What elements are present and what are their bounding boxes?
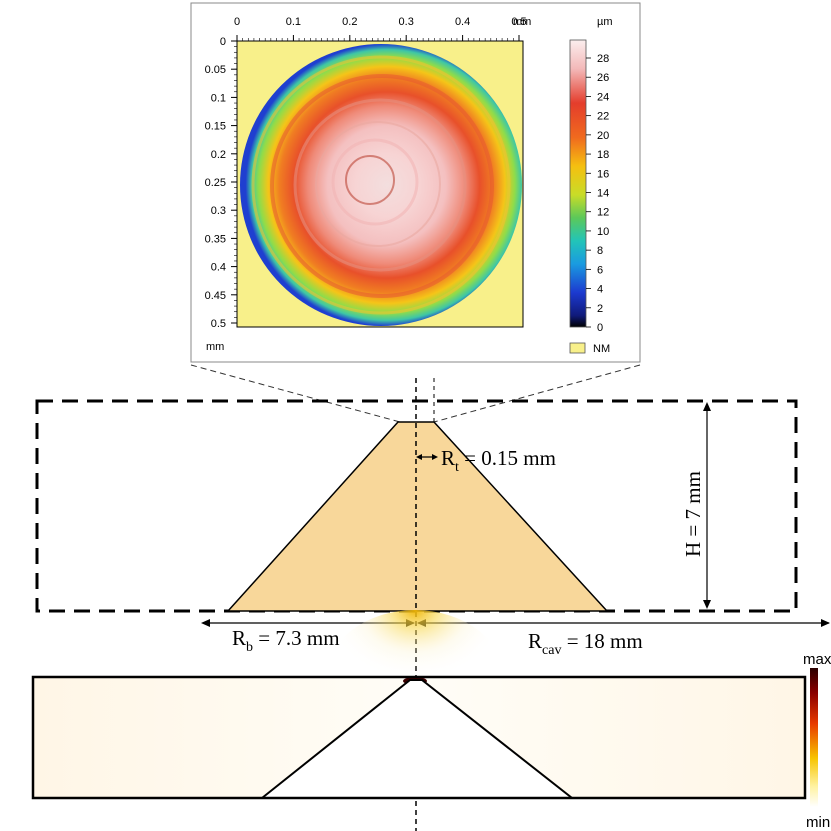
rt-arrowhead-left: [416, 454, 422, 460]
colorbar-tick-label: 10: [597, 226, 609, 238]
rb-arrowhead-left: [201, 619, 210, 627]
field-scale-min: min: [806, 814, 830, 831]
colorbar-tick-label: 28: [597, 53, 609, 65]
geometry-sketch: Rt = 0.15 mm H = 7 mm Rb = 7.3 mm Rcav =…: [35, 378, 830, 831]
colorbar-tick-label: 14: [597, 188, 609, 200]
x-axis: 0 0.1 0.2 0.3 0.4 0.5: [234, 16, 527, 41]
y-tick-label: 0.5: [211, 318, 226, 330]
field-domain-border: [31, 675, 807, 800]
y-tick-label: 0.45: [205, 290, 226, 302]
y-tick-label: 0.05: [205, 64, 226, 76]
field-simulation: max min: [31, 610, 831, 831]
map-border: [236, 40, 524, 328]
colorbar-tick-label: 0: [597, 322, 603, 334]
colorbar-tick-label: 22: [597, 111, 609, 123]
colorbar-tick-label: 24: [597, 91, 609, 103]
colorbar: [569, 39, 587, 328]
x-tick-label: 0: [234, 16, 240, 28]
h-arrowhead-bottom: [703, 600, 711, 609]
surface-map: [240, 44, 522, 326]
surface-texture: [251, 55, 511, 315]
nm-legend-swatch: [569, 342, 586, 354]
y-tick-label: 0.3: [211, 205, 226, 217]
y-axis-unit: mm: [206, 341, 224, 353]
projection-line-left: [190, 364, 401, 423]
x-axis-unit: mm: [513, 16, 531, 28]
rcav-label: Rcav = 18 mm: [528, 629, 643, 658]
y-tick-label: 0.15: [205, 121, 226, 133]
x-tick-label: 0.5: [511, 16, 526, 28]
colorbar-tick-label: 16: [597, 168, 609, 180]
y-tick-label: 0.4: [211, 262, 226, 274]
colorbar-unit: µm: [597, 16, 613, 28]
projection-line-right: [433, 364, 641, 423]
profilometry-inset: 0 0.1 0.2 0.3 0.4 0.5 mm 00.050.10.150.20.250…: [190, 2, 641, 363]
colorbar-tick-label: 18: [597, 149, 609, 161]
colorbar-tick-label: 6: [597, 264, 603, 276]
nm-legend-label: NM: [593, 343, 610, 355]
field-scale-bar: [810, 668, 818, 807]
colorbar-tick-label: 4: [597, 284, 603, 296]
h-arrowhead-top: [703, 402, 711, 411]
colorbar-tick-label: 2: [597, 303, 603, 315]
field-scale-max: max: [803, 651, 831, 668]
rt-label: Rt = 0.15 mm: [441, 446, 556, 475]
y-tick-label: 0.2: [211, 149, 226, 161]
y-axis: 0 0.05 0.1 0.15 0.2 0.25 0.3 0.35 0.4 0.45 0.5: [205, 36, 237, 330]
y-tick-label: 0.35: [205, 233, 226, 245]
h-label: H = 7 mm: [681, 471, 705, 557]
rb-label: Rb = 7.3 mm: [232, 626, 340, 655]
x-tick-label: 0.2: [342, 16, 357, 28]
y-tick-label: 0: [220, 36, 226, 48]
rcav-arrowhead-right: [821, 619, 830, 627]
colorbar-tick-label: 8: [597, 245, 603, 257]
y-tick-label: 0.25: [205, 177, 226, 189]
x-tick-label: 0.4: [455, 16, 470, 28]
rt-arrowhead-right: [432, 454, 438, 460]
x-tick-label: 0.3: [399, 16, 414, 28]
colorbar-tick-label: 20: [597, 130, 609, 142]
y-tick-label: 0.1: [211, 92, 226, 104]
colorbar-tick-label: 26: [597, 72, 609, 84]
x-tick-label: 0.1: [286, 16, 301, 28]
colorbar-tick-label: 12: [597, 207, 609, 219]
